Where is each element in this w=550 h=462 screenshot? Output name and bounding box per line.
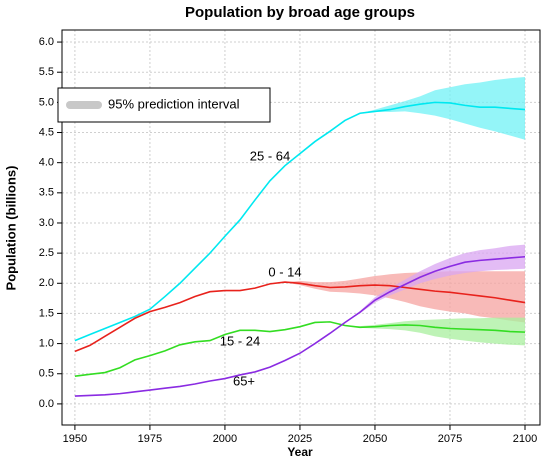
y-tick-label: 1.0 bbox=[39, 337, 54, 349]
series-line bbox=[74, 321, 526, 377]
y-tick-label: 4.5 bbox=[39, 126, 54, 138]
x-axis-label: Year bbox=[287, 445, 313, 459]
y-tick-label: 1.5 bbox=[39, 307, 54, 319]
y-tick-label: 3.0 bbox=[39, 217, 54, 229]
y-tick-label: 0.0 bbox=[39, 398, 54, 410]
y-tick-label: 0.5 bbox=[39, 368, 54, 380]
x-tick-label: 2000 bbox=[213, 433, 237, 445]
x-tick-label: 2100 bbox=[513, 433, 537, 445]
series-label: 0 - 14 bbox=[268, 264, 301, 279]
x-tick-label: 1975 bbox=[138, 433, 162, 445]
x-tick-label: 2075 bbox=[438, 433, 462, 445]
x-tick-label: 2050 bbox=[363, 433, 387, 445]
plot-frame bbox=[61, 29, 541, 426]
prediction-band bbox=[284, 271, 525, 323]
x-tick-label: 1950 bbox=[63, 433, 87, 445]
y-axis-label: Population (billions) bbox=[3, 166, 18, 291]
x-tick-label: 2025 bbox=[288, 433, 312, 445]
legend-label: 95% prediction interval bbox=[108, 96, 240, 111]
y-tick-label: 2.5 bbox=[39, 247, 54, 259]
y-tick-label: 5.0 bbox=[39, 96, 54, 108]
y-tick-label: 6.0 bbox=[39, 36, 54, 48]
series-line bbox=[74, 255, 526, 397]
y-tick-label: 3.5 bbox=[39, 187, 54, 199]
series-label: 15 - 24 bbox=[220, 333, 260, 348]
y-tick-label: 4.0 bbox=[39, 157, 54, 169]
y-tick-label: 5.5 bbox=[39, 66, 54, 78]
y-tick-label: 2.0 bbox=[39, 277, 54, 289]
series-label: 25 - 64 bbox=[250, 148, 290, 163]
prediction-band bbox=[344, 244, 525, 323]
series-line bbox=[74, 281, 526, 353]
prediction-band bbox=[344, 317, 525, 346]
chart-title: Population by broad age groups bbox=[185, 4, 415, 21]
series-line bbox=[74, 101, 526, 342]
prediction-band bbox=[359, 77, 525, 140]
series-label: 65+ bbox=[233, 373, 255, 388]
